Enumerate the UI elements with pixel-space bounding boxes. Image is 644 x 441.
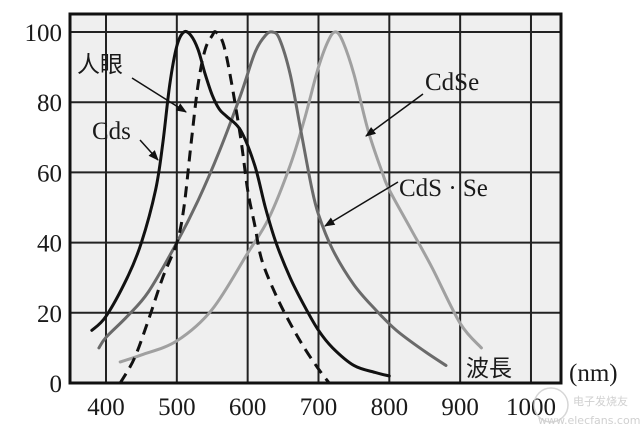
y-tick-label: 60 xyxy=(37,160,62,187)
curve-human-eye xyxy=(118,30,331,384)
eye-arrow xyxy=(131,77,187,113)
y-tick-label: 40 xyxy=(37,231,62,258)
y-tick-label: 0 xyxy=(50,371,63,398)
curve-cdse xyxy=(118,30,483,364)
y-axis-ticks: 0 20 40 60 80 100 xyxy=(25,20,63,398)
x-tick-label: 900 xyxy=(441,394,479,421)
watermark-logo-icon xyxy=(533,387,569,423)
x-tick-label: 500 xyxy=(158,394,196,421)
x-tick-label: 700 xyxy=(300,394,338,421)
x-tick-label: 800 xyxy=(371,394,409,421)
cdsse-label: CdS · Se xyxy=(399,175,488,202)
watermark-cn: 电子发烧友 xyxy=(573,394,628,408)
curve-cds-se xyxy=(97,30,448,367)
cds-arrow xyxy=(139,139,159,161)
cds-label: Cds xyxy=(92,118,131,145)
curves xyxy=(90,29,483,384)
eye-label: 人眼 xyxy=(77,52,123,78)
y-tick-label: 100 xyxy=(25,20,63,47)
x-tick-label: 600 xyxy=(229,394,267,421)
watermark-url: www.elecfans.com xyxy=(538,414,640,427)
cdsse-arrow xyxy=(324,181,399,227)
plot-frame xyxy=(68,12,563,385)
y-tick-label: 80 xyxy=(37,90,62,117)
y-tick-label: 20 xyxy=(37,301,62,328)
x-tick-label: 1000 xyxy=(506,394,556,421)
unit-label: (nm) xyxy=(569,360,618,387)
watermark: 电子发烧友 www.elecfans.com xyxy=(533,387,640,427)
x-axis-ticks: 400 500 600 700 800 900 1000 xyxy=(87,394,556,421)
wavelength-label: 波長 xyxy=(466,356,512,382)
x-tick-label: 400 xyxy=(87,394,125,421)
cdse-arrow xyxy=(365,93,424,137)
cdse-label: CdSe xyxy=(425,69,479,96)
curve-cds xyxy=(90,29,391,378)
